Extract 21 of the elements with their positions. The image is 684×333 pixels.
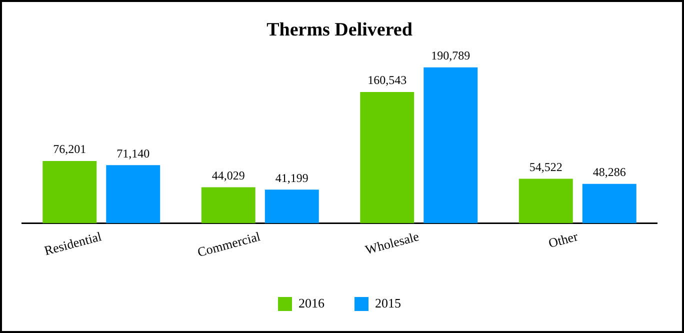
bar	[360, 92, 414, 224]
data-label: 76,201	[53, 142, 86, 156]
data-label: 160,543	[368, 73, 407, 88]
bar	[518, 178, 573, 224]
bar	[201, 187, 256, 224]
data-label: 48,286	[592, 164, 626, 179]
bar	[424, 67, 478, 224]
data-label: 71,140	[116, 146, 150, 160]
data-label: 44,029	[212, 168, 245, 182]
x-tick-label: Other	[546, 228, 580, 251]
bar	[42, 161, 97, 224]
bar	[264, 190, 319, 224]
legend-label: 2015	[375, 295, 401, 310]
bar	[582, 184, 636, 224]
data-label: 54,522	[529, 160, 562, 174]
x-tick-label: Wholesale	[364, 228, 421, 258]
data-label: 190,789	[431, 48, 470, 62]
chart-title: Therms Delivered	[266, 19, 413, 40]
data-label: 41,199	[275, 170, 308, 185]
legend-label: 2016	[298, 295, 325, 310]
bar	[106, 165, 160, 224]
